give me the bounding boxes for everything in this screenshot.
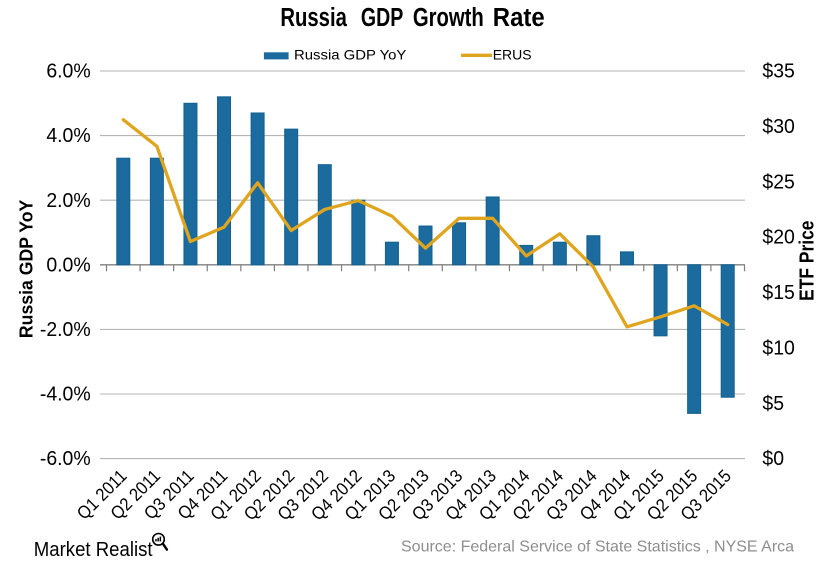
svg-text:$25: $25 bbox=[762, 171, 794, 194]
svg-text:Russia: Russia bbox=[280, 2, 347, 31]
svg-text:Rate: Rate bbox=[493, 3, 545, 32]
svg-text:ERUS: ERUS bbox=[493, 47, 532, 63]
svg-text:-4.0%: -4.0% bbox=[40, 383, 91, 406]
svg-text:Russia GDP YoY: Russia GDP YoY bbox=[16, 200, 36, 338]
svg-text:Growth: Growth bbox=[413, 2, 484, 31]
svg-text:Market Realist: Market Realist bbox=[34, 539, 153, 561]
svg-text:$30: $30 bbox=[762, 116, 794, 139]
svg-text:$35: $35 bbox=[762, 60, 794, 83]
svg-text:$20: $20 bbox=[762, 226, 794, 249]
svg-text:GDP: GDP bbox=[361, 2, 403, 31]
svg-text:-2.0%: -2.0% bbox=[40, 319, 91, 342]
svg-text:4.0%: 4.0% bbox=[46, 125, 91, 148]
svg-text:6.0%: 6.0% bbox=[46, 60, 91, 83]
svg-text:-6.0%: -6.0% bbox=[40, 448, 91, 471]
svg-text:$0: $0 bbox=[762, 448, 784, 471]
svg-text:2.0%: 2.0% bbox=[46, 189, 91, 212]
svg-text:0.0%: 0.0% bbox=[46, 254, 91, 277]
svg-text:$10: $10 bbox=[762, 337, 794, 360]
svg-text:Russia GDP YoY: Russia GDP YoY bbox=[294, 48, 407, 63]
svg-text:Source: Federal Service of Sta: Source: Federal Service of State Statist… bbox=[401, 539, 794, 556]
svg-text:$5: $5 bbox=[762, 392, 784, 415]
svg-text:ETF Price: ETF Price bbox=[796, 221, 819, 301]
svg-text:$15: $15 bbox=[762, 282, 794, 305]
